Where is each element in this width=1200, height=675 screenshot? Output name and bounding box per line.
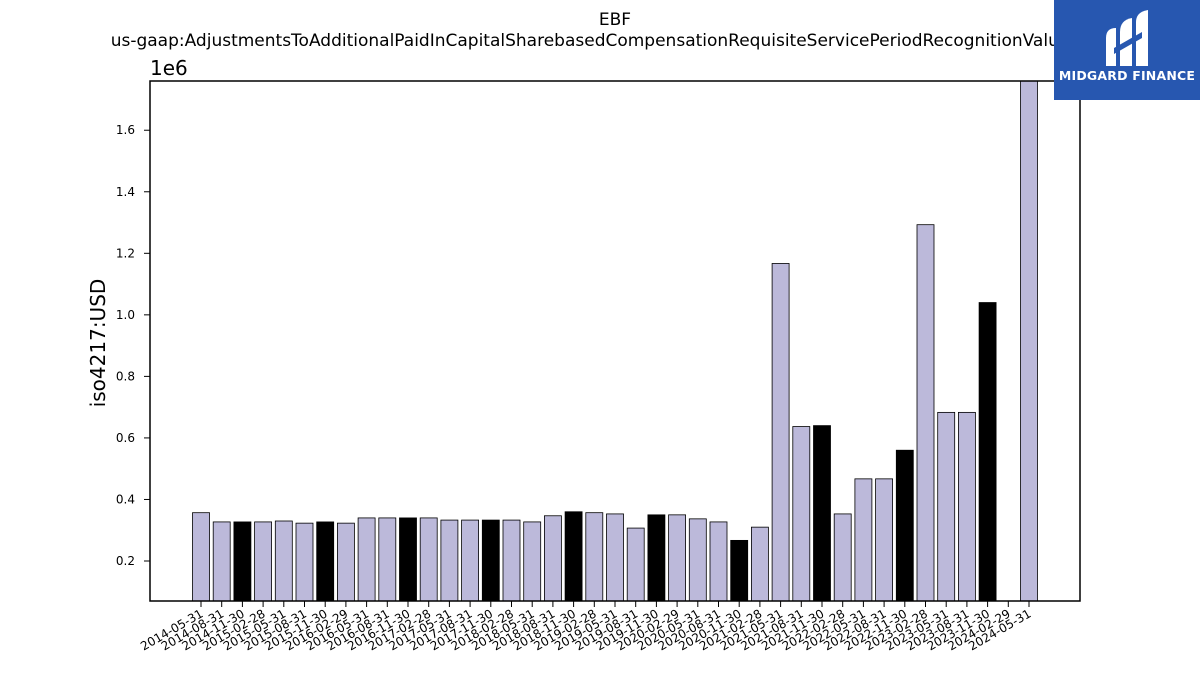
bar-2024-05-31 [1020, 80, 1038, 602]
bar-2022-05-31 [854, 478, 873, 602]
bar-2020-11-30 [730, 539, 749, 602]
bar-2014-08-31 [212, 521, 231, 602]
company-logo: MIDGARD FINANCE [1054, 0, 1200, 100]
bar-2016-05-31 [357, 517, 376, 602]
y-tick-label: 0.2 [116, 554, 135, 568]
bar-2018-02-28 [502, 519, 521, 602]
bar-2021-08-31 [792, 426, 811, 602]
bar-2023-08-31 [958, 411, 976, 602]
y-tick-label: 1.2 [116, 246, 135, 260]
bar-2023-05-31 [937, 411, 956, 602]
bar-2022-11-30 [895, 449, 914, 602]
bar-2015-11-30 [316, 521, 335, 602]
y-tick-label: 1.0 [116, 308, 135, 322]
y-tick-label: 0.8 [116, 369, 135, 383]
y-tick-label: 0.4 [116, 492, 135, 506]
bar-2015-08-31 [295, 522, 314, 602]
logo-mark-icon [1106, 10, 1148, 66]
bars-group [192, 80, 1038, 602]
bar-2014-05-31 [192, 512, 210, 602]
bar-2017-02-28 [419, 517, 438, 602]
logo-text: MIDGARD FINANCE [1058, 68, 1196, 83]
plot-frame [149, 80, 1081, 602]
bar-2023-02-28 [916, 224, 935, 602]
y-tick-label: 0.6 [116, 431, 135, 445]
x-ticks-group: 2014-05-312014-08-312014-11-302015-02-28… [138, 601, 1034, 653]
y-axis-offset-label: 1e6 [150, 56, 188, 80]
bar-2020-02-29 [668, 514, 686, 602]
bar-2022-08-31 [875, 478, 893, 602]
bar-2018-05-31 [523, 521, 542, 602]
y-tick-label: 1.4 [116, 185, 135, 199]
bar-2015-02-28 [254, 521, 273, 602]
bar-2021-02-28 [751, 526, 769, 602]
bar-2018-11-30 [564, 511, 583, 602]
y-tick-label: 1.6 [116, 123, 135, 137]
bar-2015-05-31 [274, 520, 293, 602]
bar-2017-11-30 [481, 519, 500, 602]
y-axis-label: iso4217:USD [86, 279, 110, 408]
bar-2017-08-31 [461, 519, 480, 602]
bar-2020-05-31 [688, 518, 707, 602]
y-ticks-group: 0.2 0.4 0.6 0.8 1.0 1.2 1.4 1.6 [116, 123, 150, 568]
bar-2022-02-28 [833, 513, 852, 602]
chart-subtitle: us-gaap:AdjustmentsToAdditionalPaidInCap… [111, 31, 1070, 51]
bar-2021-11-30 [813, 425, 831, 602]
bar-2019-05-31 [606, 513, 624, 602]
bar-2019-11-30 [647, 514, 666, 602]
bar-2019-02-28 [585, 512, 604, 602]
chart-title: EBF [599, 10, 631, 30]
bar-2018-08-31 [544, 515, 562, 602]
bar-2017-05-31 [440, 519, 459, 602]
bar-2019-08-31 [626, 527, 645, 602]
bar-2016-11-30 [399, 517, 417, 602]
bar-2021-05-31 [771, 263, 790, 602]
bar-2023-11-30 [978, 302, 997, 602]
bar-2014-11-30 [233, 521, 252, 602]
bar-2020-08-31 [709, 521, 728, 602]
bar-2016-02-29 [336, 522, 355, 602]
bar-2016-08-31 [378, 517, 397, 602]
